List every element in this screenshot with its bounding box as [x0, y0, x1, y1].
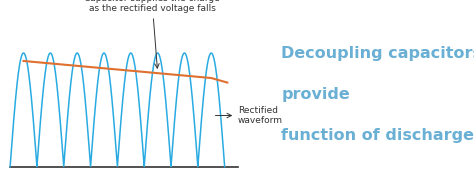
Text: Rectified
waveform: Rectified waveform — [215, 106, 283, 125]
Text: Decoupling capacitors: Decoupling capacitors — [281, 46, 474, 61]
Text: function of discharge: function of discharge — [281, 128, 474, 143]
Text: provide: provide — [281, 87, 350, 102]
Text: Capacitor supplies the charge
as the rectified voltage falls: Capacitor supplies the charge as the rec… — [84, 0, 220, 68]
